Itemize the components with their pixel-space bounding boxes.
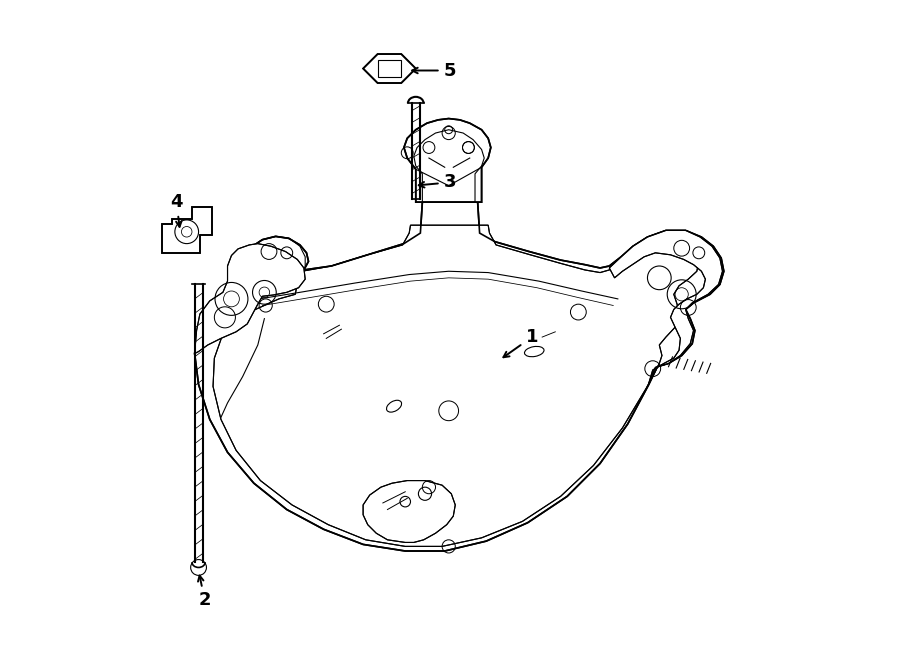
Polygon shape — [363, 481, 455, 543]
Polygon shape — [363, 54, 416, 83]
Text: 5: 5 — [412, 61, 456, 79]
Polygon shape — [194, 130, 724, 551]
Text: 3: 3 — [418, 173, 456, 192]
Polygon shape — [213, 225, 698, 547]
Text: 4: 4 — [170, 193, 183, 227]
Polygon shape — [194, 244, 305, 354]
Polygon shape — [162, 207, 212, 253]
Polygon shape — [404, 118, 491, 202]
Text: 2: 2 — [198, 576, 212, 609]
Polygon shape — [609, 231, 723, 383]
Text: 1: 1 — [503, 328, 538, 357]
